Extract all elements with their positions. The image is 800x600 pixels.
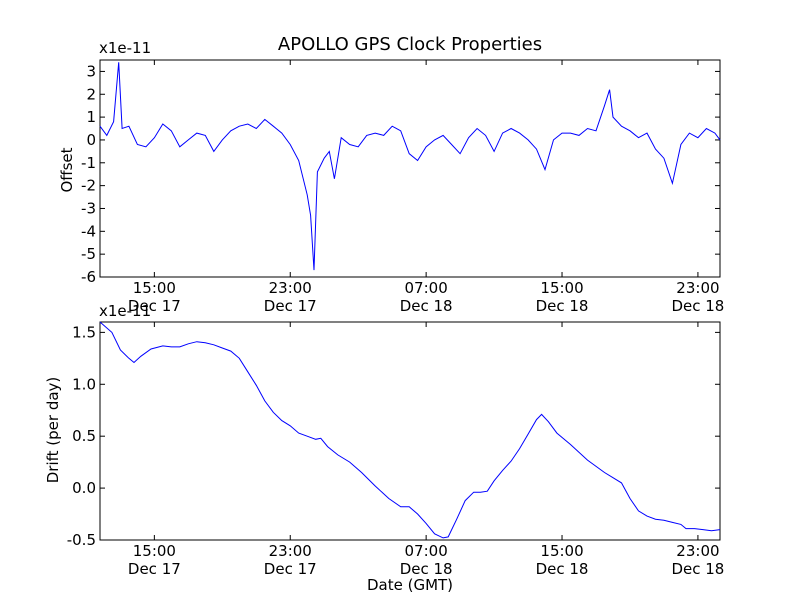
drift-y-axis-label: Drift (per day): [44, 377, 62, 484]
drift-x-tick-date: Dec 18: [671, 560, 724, 578]
offset-x-tick-time: 23:00: [269, 279, 312, 297]
drift-x-tick-date: Dec 18: [400, 560, 453, 578]
drift-x-tick-date: Dec 18: [536, 560, 589, 578]
offset-exponent-label: x1e-11: [99, 39, 151, 57]
offset-x-tick-date: Dec 17: [264, 297, 317, 315]
drift-x-tick-date: Dec 17: [264, 560, 317, 578]
offset-x-tick-time: 23:00: [676, 279, 719, 297]
drift-y-tick-label: -0.5: [67, 531, 96, 549]
offset-y-tick-label: -3: [81, 199, 96, 217]
offset-y-axis-label: Offset: [58, 147, 76, 192]
drift-x-tick-time: 23:00: [269, 542, 312, 560]
drift-x-tick-time: 07:00: [405, 542, 448, 560]
drift-y-tick-label: 0.5: [72, 427, 96, 445]
drift-series-line: [99, 321, 721, 539]
offset-y-tick-label: -2: [81, 177, 96, 195]
drift-x-tick-date: Dec 17: [128, 560, 181, 578]
offset-y-tick-label: -1: [81, 154, 96, 172]
drift-x-tick-time: 15:00: [540, 542, 583, 560]
chart-title: APOLLO GPS Clock Properties: [278, 34, 542, 55]
offset-y-tick-label: -6: [81, 268, 96, 286]
offset-x-tick-date: Dec 17: [128, 297, 181, 315]
offset-x-tick-time: 07:00: [405, 279, 448, 297]
drift-x-axis-label: Date (GMT): [367, 576, 453, 594]
offset-y-tick-label: -4: [81, 222, 96, 240]
drift-exponent-label: x1e-11: [99, 302, 151, 320]
offset-x-tick-date: Dec 18: [671, 297, 724, 315]
offset-y-tick-label: 3: [86, 62, 96, 80]
offset-x-tick-date: Dec 18: [400, 297, 453, 315]
offset-y-tick-label: -5: [81, 245, 96, 263]
drift-x-tick-time: 23:00: [676, 542, 719, 560]
offset-x-tick-time: 15:00: [540, 279, 583, 297]
drift-y-tick-label: 0.0: [72, 479, 96, 497]
offset-plot-frame: [99, 59, 721, 278]
drift-y-tick-label: 1.5: [72, 323, 96, 341]
offset-series-line: [99, 62, 721, 271]
offset-y-tick-label: 1: [86, 108, 96, 126]
offset-y-tick-label: 0: [86, 131, 96, 149]
offset-y-tick-label: 2: [86, 85, 96, 103]
offset-x-tick-date: Dec 18: [536, 297, 589, 315]
drift-x-tick-time: 15:00: [133, 542, 176, 560]
offset-x-tick-time: 15:00: [133, 279, 176, 297]
drift-y-tick-label: 1.0: [72, 375, 96, 393]
drift-plot-frame: [99, 321, 721, 541]
